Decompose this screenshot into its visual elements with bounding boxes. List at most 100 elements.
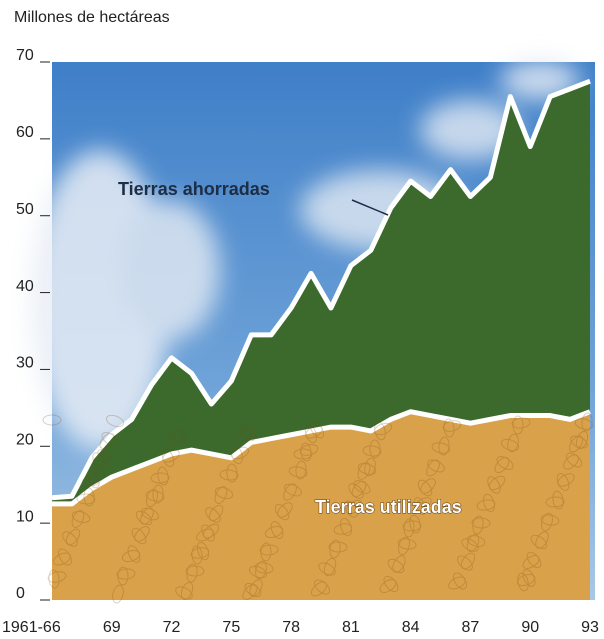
grain xyxy=(397,538,417,550)
grain xyxy=(305,425,323,439)
grain xyxy=(99,432,115,450)
grain xyxy=(442,420,462,432)
grain xyxy=(318,562,336,576)
grain xyxy=(512,415,524,435)
grain xyxy=(448,576,466,590)
grain xyxy=(364,457,376,477)
grain xyxy=(88,469,100,489)
grain xyxy=(260,542,272,562)
grain xyxy=(574,418,594,430)
grain xyxy=(145,490,165,502)
grain xyxy=(161,448,175,468)
y-tick-label: 60 xyxy=(16,124,34,141)
grain xyxy=(402,520,422,532)
grain xyxy=(236,427,254,443)
grain xyxy=(299,444,319,456)
grain xyxy=(277,502,293,518)
grain xyxy=(516,573,536,587)
grain xyxy=(248,565,268,579)
grain xyxy=(420,478,436,494)
grain xyxy=(214,486,234,500)
grain xyxy=(226,463,238,483)
grain xyxy=(339,517,353,537)
clouds xyxy=(30,60,580,450)
grain xyxy=(201,524,215,542)
x-tick-label: 81 xyxy=(342,619,360,636)
grain xyxy=(42,414,62,426)
x-tick-label: 1961-66 xyxy=(2,619,61,636)
grain xyxy=(557,473,575,487)
grain xyxy=(175,586,193,600)
x-tick-label: 84 xyxy=(402,619,420,636)
grain xyxy=(457,555,473,571)
grain xyxy=(93,451,111,467)
label-leader xyxy=(351,199,389,216)
grain xyxy=(431,442,451,454)
grain xyxy=(309,421,325,439)
grain xyxy=(150,472,170,484)
grain xyxy=(300,442,312,462)
grain xyxy=(244,582,262,598)
grain xyxy=(426,459,440,477)
grain xyxy=(438,436,450,456)
grain xyxy=(487,476,501,494)
grain xyxy=(500,438,520,452)
grain xyxy=(295,460,307,480)
grain xyxy=(323,557,337,577)
grain xyxy=(131,527,147,545)
grain xyxy=(208,504,224,522)
grain xyxy=(283,483,297,501)
grain xyxy=(288,466,308,478)
grain xyxy=(461,538,479,552)
grain xyxy=(140,507,154,525)
grain xyxy=(409,514,421,534)
grain xyxy=(168,430,184,446)
y-tick-label: 70 xyxy=(16,47,34,64)
grain xyxy=(383,575,399,593)
grain xyxy=(565,452,583,468)
y-tick-label: 50 xyxy=(16,201,34,218)
grain xyxy=(162,449,180,463)
grain xyxy=(466,535,486,547)
grain xyxy=(517,572,529,592)
grain xyxy=(507,433,519,453)
series-label: Tierras utilizadas xyxy=(315,497,462,517)
grain xyxy=(62,531,78,547)
grain xyxy=(219,469,239,481)
grain xyxy=(205,507,221,523)
grain xyxy=(65,528,81,546)
grain xyxy=(403,518,415,538)
grain xyxy=(58,548,72,566)
grain xyxy=(53,552,71,566)
grain xyxy=(71,511,91,523)
grain xyxy=(379,578,397,594)
grain xyxy=(112,584,124,604)
grain xyxy=(466,533,480,553)
grain xyxy=(214,486,228,504)
grain xyxy=(259,544,279,556)
grain xyxy=(293,448,313,460)
grain xyxy=(460,552,476,570)
grain xyxy=(552,490,564,510)
grain xyxy=(81,475,101,487)
texture xyxy=(42,412,594,604)
grain xyxy=(310,581,328,597)
grain xyxy=(185,565,205,577)
grain xyxy=(472,515,484,535)
grain xyxy=(255,560,267,580)
grain xyxy=(575,430,589,450)
grain xyxy=(333,523,353,535)
grain xyxy=(522,569,536,587)
grain xyxy=(398,536,410,556)
x-tick-label: 93 xyxy=(581,619,599,636)
grain xyxy=(535,531,549,549)
grain xyxy=(145,488,159,508)
boundary-line xyxy=(51,78,591,501)
grain xyxy=(231,445,243,465)
y-tick-label: 40 xyxy=(16,278,34,295)
grain xyxy=(180,581,194,601)
x-tick-label: 72 xyxy=(163,619,181,636)
grain xyxy=(48,569,60,589)
grain xyxy=(314,579,330,595)
